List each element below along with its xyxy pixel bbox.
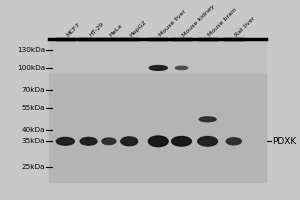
Text: HepG2: HepG2 [129, 19, 148, 38]
Text: HeLa: HeLa [109, 23, 124, 38]
Text: Mouse brain: Mouse brain [208, 7, 239, 38]
Text: 35kDa: 35kDa [22, 138, 45, 144]
Text: Rat liver: Rat liver [234, 16, 256, 38]
Text: 25kDa: 25kDa [22, 164, 45, 170]
Ellipse shape [176, 66, 188, 70]
Text: 55kDa: 55kDa [22, 105, 45, 111]
Ellipse shape [148, 136, 168, 147]
Ellipse shape [80, 137, 97, 145]
Ellipse shape [198, 137, 218, 146]
Bar [50, 39, 266, 182]
Ellipse shape [56, 137, 74, 145]
Text: Mouse kidney: Mouse kidney [182, 3, 216, 38]
Text: 70kDa: 70kDa [22, 87, 45, 93]
Text: Mouse liver: Mouse liver [158, 9, 187, 38]
Ellipse shape [149, 66, 167, 70]
Text: PDXK: PDXK [272, 137, 296, 146]
Ellipse shape [121, 137, 138, 146]
Text: 130kDa: 130kDa [17, 47, 45, 53]
Text: HT-29: HT-29 [88, 21, 105, 38]
Ellipse shape [226, 138, 241, 145]
Bar [50, 74, 266, 182]
Ellipse shape [172, 137, 191, 146]
Text: 40kDa: 40kDa [22, 127, 45, 133]
Ellipse shape [199, 117, 216, 122]
Text: MCF7: MCF7 [65, 22, 81, 38]
Ellipse shape [102, 138, 116, 145]
Text: 100kDa: 100kDa [17, 65, 45, 71]
